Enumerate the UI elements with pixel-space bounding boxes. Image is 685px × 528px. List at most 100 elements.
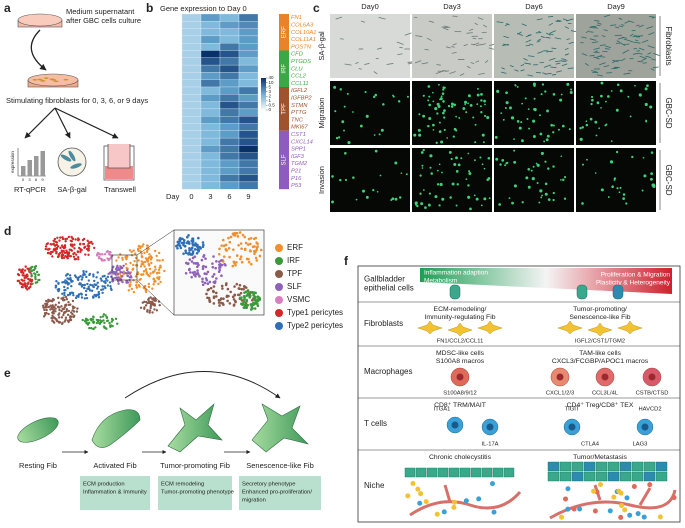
cell (556, 70, 562, 73)
cell (548, 33, 554, 36)
umap-point (219, 262, 222, 266)
umap-point (95, 321, 99, 325)
cell (621, 36, 628, 39)
gene-label: POSTN (291, 44, 312, 50)
umap-point (86, 282, 89, 286)
umap-point (225, 249, 228, 252)
umap-point (20, 269, 23, 272)
umap-point (148, 311, 151, 314)
cell-icon (43, 77, 49, 79)
umap-point (23, 269, 27, 272)
gene-label: TGM2 (291, 161, 308, 167)
cell (341, 120, 345, 124)
umap-point (181, 237, 184, 241)
umap-point (51, 297, 55, 301)
umap-point (231, 295, 235, 299)
umap-point (226, 287, 230, 291)
umap-point (89, 283, 92, 287)
umap-point (50, 243, 53, 246)
legend-label: VSMC (287, 295, 310, 304)
cell (632, 35, 638, 38)
umap-point (60, 305, 63, 308)
cell (562, 178, 565, 182)
umap-point (234, 300, 237, 304)
heatmap-cell (238, 145, 259, 153)
heatmap-cell (219, 116, 240, 124)
umap-point (62, 246, 66, 249)
umap-point (218, 260, 221, 263)
umap-point (136, 272, 140, 275)
umap-point (233, 293, 237, 297)
umap-point (85, 270, 88, 273)
cell (520, 121, 523, 124)
umap-point (62, 311, 66, 315)
immune-cell (423, 499, 429, 505)
cell (343, 129, 345, 132)
cell (532, 165, 535, 168)
heatmap-cell (238, 72, 259, 80)
gene-label: FN1 (291, 15, 302, 21)
cell (432, 91, 434, 94)
umap-point (219, 297, 223, 300)
umap-point (76, 238, 80, 242)
umap-point (69, 248, 73, 252)
umap-point (67, 251, 71, 254)
cell (594, 172, 597, 174)
umap-point (255, 259, 259, 262)
group-bar (279, 14, 289, 51)
umap-point (63, 285, 66, 289)
immune-cell (611, 494, 617, 500)
cell (344, 63, 352, 66)
cell (647, 45, 655, 49)
cell (544, 90, 547, 93)
colorbar-step (261, 90, 266, 93)
cell (590, 102, 593, 106)
cell (514, 69, 519, 72)
umap-point (69, 254, 73, 258)
gene-label: P21 (291, 168, 301, 174)
umap-point (128, 249, 132, 252)
colorbar-step (261, 97, 266, 100)
umap-point (124, 271, 127, 275)
umap-point (204, 277, 208, 280)
cell (528, 127, 531, 130)
cell (610, 140, 613, 142)
cell (476, 93, 480, 97)
gene-label: CCL11 (291, 81, 309, 87)
umap-point (201, 280, 204, 283)
cell (625, 202, 628, 205)
heatmap-cell (219, 72, 240, 80)
umap-point (117, 282, 120, 285)
cell (638, 93, 642, 97)
cell (552, 93, 556, 96)
cell (441, 26, 449, 29)
dish-icon (57, 147, 87, 177)
epithelial-cell (449, 284, 461, 300)
umap-point (108, 251, 111, 254)
cell (475, 60, 480, 63)
umap-point (64, 288, 67, 292)
umap-point (74, 257, 78, 261)
immune-cell (619, 503, 625, 509)
cell (581, 126, 584, 129)
umap-point (180, 241, 184, 245)
umap-point (233, 234, 237, 237)
cell (540, 93, 543, 96)
nucleus (556, 373, 564, 381)
cell (526, 118, 529, 120)
cell (498, 203, 501, 206)
cell (589, 38, 597, 41)
cell (562, 60, 566, 62)
colorbar-step (261, 92, 266, 95)
cell (443, 27, 449, 31)
umap-point (53, 237, 57, 241)
cell (421, 167, 424, 169)
cell (335, 16, 343, 20)
marker-label: S100A8/9/12 (443, 391, 477, 397)
umap-point (153, 303, 156, 306)
umap-point (108, 281, 112, 284)
umap-point (208, 280, 212, 284)
cell (436, 169, 439, 172)
umap-point (65, 255, 69, 258)
cell (479, 156, 482, 159)
